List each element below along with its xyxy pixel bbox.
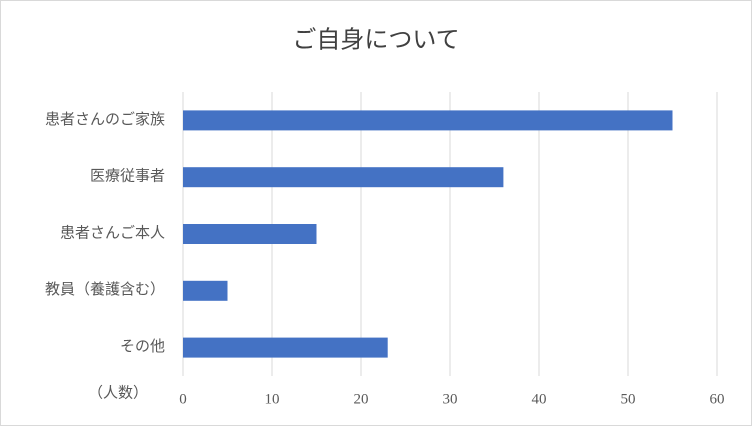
y-tick-label: その他 — [120, 338, 165, 355]
x-tick-label: 40 — [532, 391, 547, 407]
y-tick-label: 医療従事者 — [90, 168, 165, 185]
x-tick-label: 20 — [354, 391, 369, 407]
bar — [183, 224, 317, 244]
chart-title: ご自身について — [292, 27, 459, 54]
x-tick-label: 30 — [443, 391, 458, 407]
y-tick-label: 教員（養護含む） — [45, 281, 165, 298]
y-tick-label: 患者さんのご家族 — [45, 111, 165, 128]
x-tick-label: 50 — [621, 391, 636, 407]
x-tick-label: 60 — [710, 391, 725, 407]
x-tick-label: 10 — [265, 391, 280, 407]
bar — [183, 110, 673, 131]
x-tick-label: 0 — [179, 391, 187, 407]
x-axis-label: （人数） — [88, 384, 148, 401]
bar — [183, 280, 228, 301]
bar — [183, 167, 504, 188]
y-tick-label: 患者さんご本人 — [60, 224, 165, 241]
bar — [183, 337, 388, 358]
